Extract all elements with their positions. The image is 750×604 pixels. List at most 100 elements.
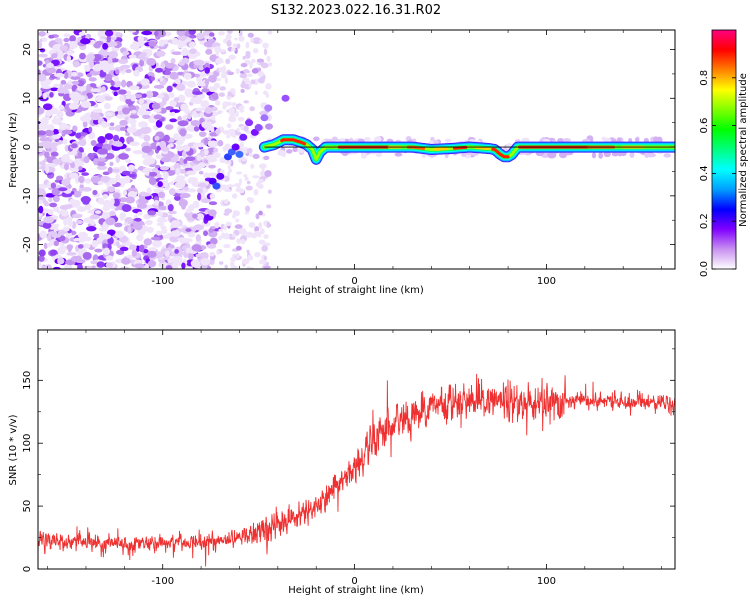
noise-speckle: [38, 199, 44, 204]
noise-speckle: [225, 221, 232, 227]
noise-speckle: [70, 162, 76, 169]
noise-speckle: [232, 90, 236, 95]
noise-speckle: [187, 112, 192, 120]
noise-speckle: [170, 58, 176, 64]
noise-speckle: [75, 219, 84, 225]
signal-onset-blob: [250, 128, 259, 136]
noise-speckle: [104, 133, 114, 140]
noise-speckle: [70, 143, 78, 149]
signal-onset-blob: [208, 177, 217, 185]
noise-speckle: [197, 182, 207, 188]
noise-speckle: [243, 174, 248, 178]
noise-speckle: [195, 253, 205, 258]
noise-speckle: [82, 251, 92, 260]
carrier-spread: [616, 137, 622, 143]
noise-speckle: [215, 128, 221, 135]
noise-speckle: [228, 128, 236, 135]
carrier-spread: [591, 152, 597, 159]
noise-speckle: [200, 258, 211, 266]
carrier-spread: [313, 136, 320, 142]
noise-speckle: [256, 58, 265, 63]
noise-speckle: [259, 228, 265, 235]
noise-speckle: [179, 157, 184, 166]
noise-speckle: [225, 58, 231, 65]
colorbar-tick-label: 0.4: [699, 165, 710, 181]
noise-speckle: [245, 205, 251, 212]
noise-speckle: [88, 60, 94, 69]
noise-speckle: [90, 112, 101, 121]
noise-speckle: [243, 100, 250, 104]
noise-speckle: [107, 166, 113, 174]
noise-speckle: [258, 163, 267, 169]
noise-speckle: [188, 34, 197, 39]
noise-speckle: [119, 126, 127, 131]
carrier-spread: [558, 151, 568, 159]
noise-speckle: [165, 62, 176, 69]
noise-speckle: [127, 187, 138, 193]
noise-speckle: [154, 135, 160, 141]
carrier-spread: [444, 138, 452, 143]
noise-speckle: [214, 45, 222, 53]
noise-speckle: [235, 218, 240, 223]
noise-speckle: [63, 37, 70, 43]
noise-speckle: [226, 123, 232, 129]
carrier-spread: [653, 136, 659, 143]
noise-speckle: [83, 217, 94, 224]
noise-speckle: [203, 148, 209, 156]
noise-speckle: [125, 147, 131, 152]
noise-speckle: [157, 216, 166, 222]
noise-speckle: [70, 255, 80, 263]
noise-speckle: [233, 183, 242, 187]
noise-speckle: [161, 99, 167, 106]
noise-speckle: [101, 233, 112, 240]
noise-speckle: [81, 186, 92, 192]
noise-speckle: [174, 181, 186, 189]
signal-core-segment: [475, 146, 491, 150]
noise-speckle: [155, 154, 164, 160]
noise-speckle: [165, 106, 174, 111]
noise-speckle: [186, 80, 196, 88]
noise-speckle: [121, 79, 127, 88]
noise-speckle: [264, 170, 272, 177]
noise-speckle: [200, 100, 210, 109]
noise-speckle: [129, 43, 138, 50]
noise-speckle: [220, 184, 228, 191]
noise-speckle: [248, 197, 255, 204]
noise-speckle: [148, 247, 157, 252]
noise-speckle: [38, 249, 46, 257]
noise-speckle: [177, 40, 184, 49]
noise-speckle: [228, 107, 236, 114]
noise-speckle: [265, 123, 273, 130]
noise-speckle: [252, 175, 260, 179]
noise-speckle: [38, 107, 45, 115]
noise-speckle: [42, 79, 52, 86]
noise-speckle: [38, 183, 47, 190]
noise-speckle: [196, 142, 205, 148]
noise-speckle: [224, 264, 228, 269]
noise-speckle: [155, 230, 162, 236]
noise-speckle: [113, 134, 120, 142]
noise-speckle: [77, 151, 83, 159]
noise-speckle: [169, 109, 181, 114]
noise-speckle: [139, 59, 145, 67]
noise-speckle: [41, 265, 48, 269]
noise-speckle: [192, 164, 202, 172]
noise-speckle: [245, 41, 250, 49]
signal-onset-blob: [239, 133, 248, 141]
noise-speckle: [187, 252, 194, 260]
spectrogram-x-tick-label: 100: [537, 276, 556, 287]
noise-speckle: [173, 97, 180, 102]
noise-speckle: [38, 212, 43, 217]
noise-speckle: [220, 48, 226, 53]
noise-speckle: [238, 178, 243, 185]
noise-speckle: [127, 164, 135, 171]
noise-speckle: [38, 40, 43, 49]
noise-speckle: [209, 251, 215, 257]
noise-speckle: [61, 129, 73, 135]
noise-speckle: [165, 124, 174, 130]
noise-speckle: [77, 263, 83, 269]
noise-speckle: [38, 73, 47, 82]
noise-speckle: [194, 73, 200, 78]
noise-speckle: [218, 228, 224, 232]
noise-speckle: [79, 95, 86, 101]
